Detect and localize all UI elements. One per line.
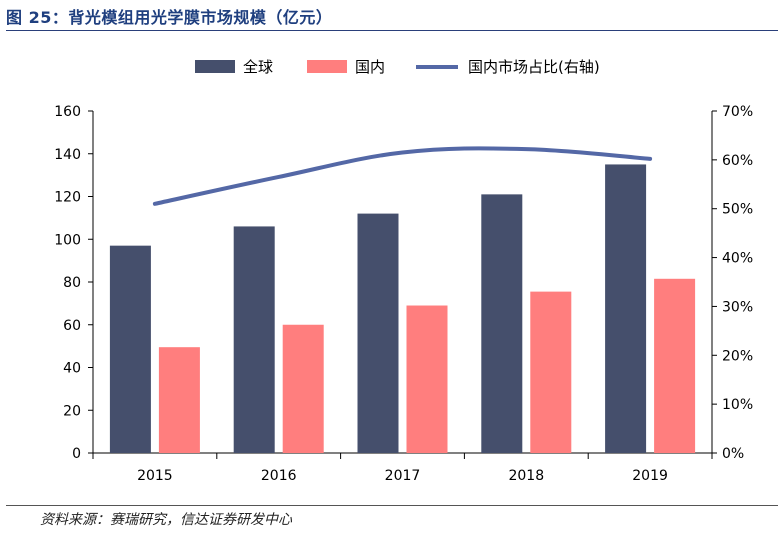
share-line bbox=[152, 146, 653, 206]
bar-domestic bbox=[406, 305, 448, 453]
y-right-tick-label: 70% bbox=[722, 104, 753, 120]
share-line-layer bbox=[152, 146, 653, 206]
y-right-tick-label: 50% bbox=[722, 202, 753, 218]
x-tick-label: 2019 bbox=[632, 468, 668, 484]
legend: 全球 国内 国内市场占比(右轴) bbox=[195, 58, 600, 76]
y-right-tick-label: 0% bbox=[722, 446, 744, 462]
x-tick-label: 2016 bbox=[261, 468, 297, 484]
y-left-tick-label: 0 bbox=[72, 446, 81, 462]
chart: 全球 国内 国内市场占比(右轴) 0 20 40 60 80 100 120 140 160 0% 10… bbox=[54, 58, 753, 484]
x-tick-label: 2018 bbox=[508, 468, 544, 484]
y-left-tick-label: 80 bbox=[63, 275, 81, 291]
source-note: 资料来源：赛瑞研究，信达证券研发中心 bbox=[40, 512, 292, 528]
y-left-tick-label: 20 bbox=[63, 403, 81, 419]
bar-domestic bbox=[282, 324, 324, 453]
bars bbox=[109, 164, 696, 454]
legend-domestic-label: 国内 bbox=[355, 58, 385, 76]
bar-domestic bbox=[158, 347, 200, 453]
x-tick-label: 2015 bbox=[137, 468, 173, 484]
y-right-tick-label: 20% bbox=[722, 348, 753, 364]
figure-title: 图 25：背光模组用光学膜市场规模（亿元） bbox=[6, 8, 333, 27]
y-left-tick-label: 60 bbox=[63, 318, 81, 334]
title-divider bbox=[6, 30, 778, 31]
bar-global bbox=[357, 213, 399, 453]
y-right-tick-label: 40% bbox=[722, 251, 753, 267]
y-left-tick-label: 120 bbox=[54, 190, 81, 206]
y-left-tick-label: 40 bbox=[63, 361, 81, 377]
bar-global bbox=[481, 194, 523, 454]
y-left-tick-label: 140 bbox=[54, 147, 81, 163]
legend-global-swatch bbox=[195, 60, 235, 73]
legend-domestic-swatch bbox=[307, 60, 347, 73]
y-left-tick-label: 160 bbox=[54, 104, 81, 120]
legend-share-label: 国内市场占比(右轴) bbox=[468, 58, 600, 76]
source-divider bbox=[6, 505, 778, 506]
y-right-tick-label: 60% bbox=[722, 153, 753, 169]
bar-domestic bbox=[530, 291, 572, 453]
legend-global-label: 全球 bbox=[243, 58, 273, 76]
bar-global bbox=[605, 164, 647, 453]
bar-domestic bbox=[654, 278, 696, 453]
y-left-tick-label: 100 bbox=[54, 232, 81, 248]
bar-global bbox=[109, 245, 151, 453]
y-right-tick-label: 10% bbox=[722, 397, 753, 413]
y-right-tick-label: 30% bbox=[722, 299, 753, 315]
x-tick-label: 2017 bbox=[385, 468, 421, 484]
bar-global bbox=[233, 226, 275, 453]
